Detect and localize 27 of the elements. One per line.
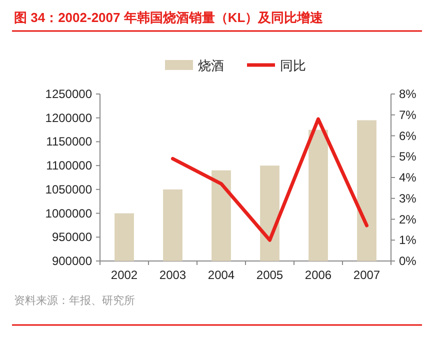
- x-tick-label: 2006: [304, 268, 332, 282]
- x-tick-label: 2002: [110, 268, 138, 282]
- y2-tick-label: 5%: [399, 150, 417, 164]
- y-tick-label: 1150000: [46, 134, 92, 149]
- y2-tick-label: 4%: [399, 170, 417, 184]
- y-tick-label: 1100000: [46, 158, 92, 173]
- y2-tick-label: 0%: [399, 254, 417, 268]
- y-tick-label: 1200000: [45, 110, 92, 125]
- y2-tick-label: 3%: [399, 191, 417, 206]
- y-tick-label: 1050000: [45, 182, 92, 196]
- y-tick-label: 900000: [52, 254, 92, 268]
- chart-title: 图 34：2002-2007 年韩国烧酒销量（KL）及同比增速: [14, 10, 324, 25]
- y2-tick-label: 7%: [399, 108, 417, 122]
- x-tick-label: 2004: [208, 268, 235, 282]
- y2-tick-label: 2%: [399, 212, 417, 226]
- y2-tick-label: 6%: [399, 128, 417, 143]
- y-tick-label: 1250000: [45, 87, 92, 101]
- text: 资料来源：年报、研究所: [14, 294, 135, 307]
- y-tick-label: 950000: [52, 230, 92, 244]
- legend-label: 同比: [280, 58, 306, 73]
- x-tick-label: 2005: [256, 268, 284, 282]
- y2-tick-label: 8%: [399, 87, 417, 101]
- y2-tick-label: 1%: [399, 233, 417, 248]
- legend-label: 烧酒: [198, 58, 224, 73]
- y-tick-label: 1000000: [45, 206, 92, 220]
- x-tick-label: 2007: [353, 268, 380, 282]
- x-tick-label: 2003: [159, 268, 186, 282]
